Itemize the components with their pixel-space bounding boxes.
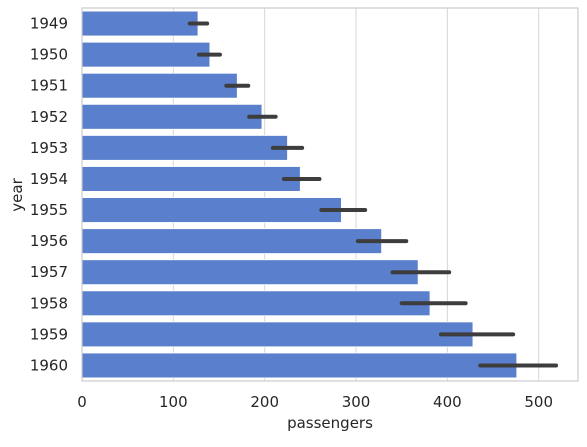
y-tick-label: 1952	[30, 108, 68, 126]
x-tick-label: 200	[250, 393, 279, 411]
x-tick-label: 100	[159, 393, 188, 411]
y-tick-label: 1953	[30, 139, 68, 157]
y-tick-label: 1951	[30, 77, 68, 95]
bar-1956	[81, 228, 383, 254]
bars	[81, 10, 518, 379]
y-tick-label: 1949	[30, 15, 68, 33]
error-bars	[187, 21, 559, 368]
bar-1957	[81, 259, 419, 286]
x-tick-labels: 0 100 200 300 400 500	[77, 393, 553, 411]
x-tick-label: 400	[433, 393, 462, 411]
y-tick-label: 1954	[30, 170, 68, 188]
y-tick-label: 1959	[30, 325, 68, 343]
bar-1949	[81, 10, 199, 37]
bar-1954	[81, 166, 301, 192]
y-tick-label: 1957	[30, 263, 68, 281]
y-tick-label: 1955	[30, 201, 68, 219]
bar-1960	[81, 352, 518, 379]
bar-1955	[81, 197, 342, 223]
x-tick-label: 0	[77, 393, 87, 411]
bar-1958	[81, 290, 431, 317]
gridlines	[172, 8, 540, 381]
y-tick-label: 1960	[30, 356, 68, 374]
x-axis-label: passengers	[287, 414, 373, 432]
bar-1953	[81, 135, 288, 161]
plot-frame	[81, 7, 579, 382]
y-tick-label: 1956	[30, 232, 68, 250]
x-tick-label: 500	[524, 393, 553, 411]
bar-1952	[81, 103, 263, 130]
bar-1951	[81, 72, 238, 99]
y-tick-label: 1958	[30, 294, 68, 312]
y-tick-label: 1950	[30, 46, 68, 64]
y-tick-labels: 1949 1950 1951 1952 1953 1954 1955 1956 1957 1958…	[30, 15, 68, 375]
x-tick-label: 300	[342, 393, 371, 411]
y-axis-label: year	[8, 177, 26, 211]
bar-1959	[81, 321, 474, 348]
bar-1950	[81, 41, 211, 68]
